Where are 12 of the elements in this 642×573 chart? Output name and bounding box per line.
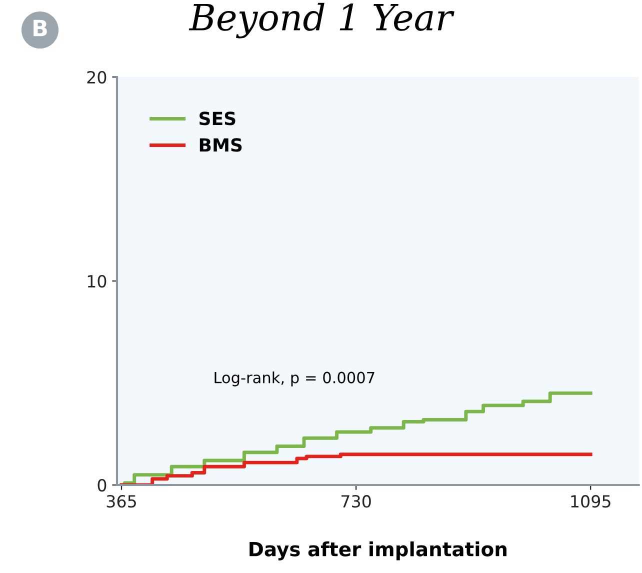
- x-tick-label: 730: [342, 495, 371, 508]
- annotation: Log-rank, p = 0.0007: [214, 372, 374, 386]
- chart-title: Beyond 1 Year: [188, 2, 454, 38]
- legend-label: BMS: [200, 138, 242, 152]
- x-tick-label: 365: [106, 495, 136, 508]
- y-tick-label: 0: [98, 478, 106, 492]
- text: B: [34, 20, 47, 36]
- y-tick-label: 20: [87, 70, 106, 84]
- x-tick-label: 1095: [571, 495, 610, 508]
- legend-label: SES: [200, 112, 236, 126]
- y-tick-label: 10: [88, 274, 106, 288]
- x-axis-title: Days after implantation: [250, 541, 506, 560]
